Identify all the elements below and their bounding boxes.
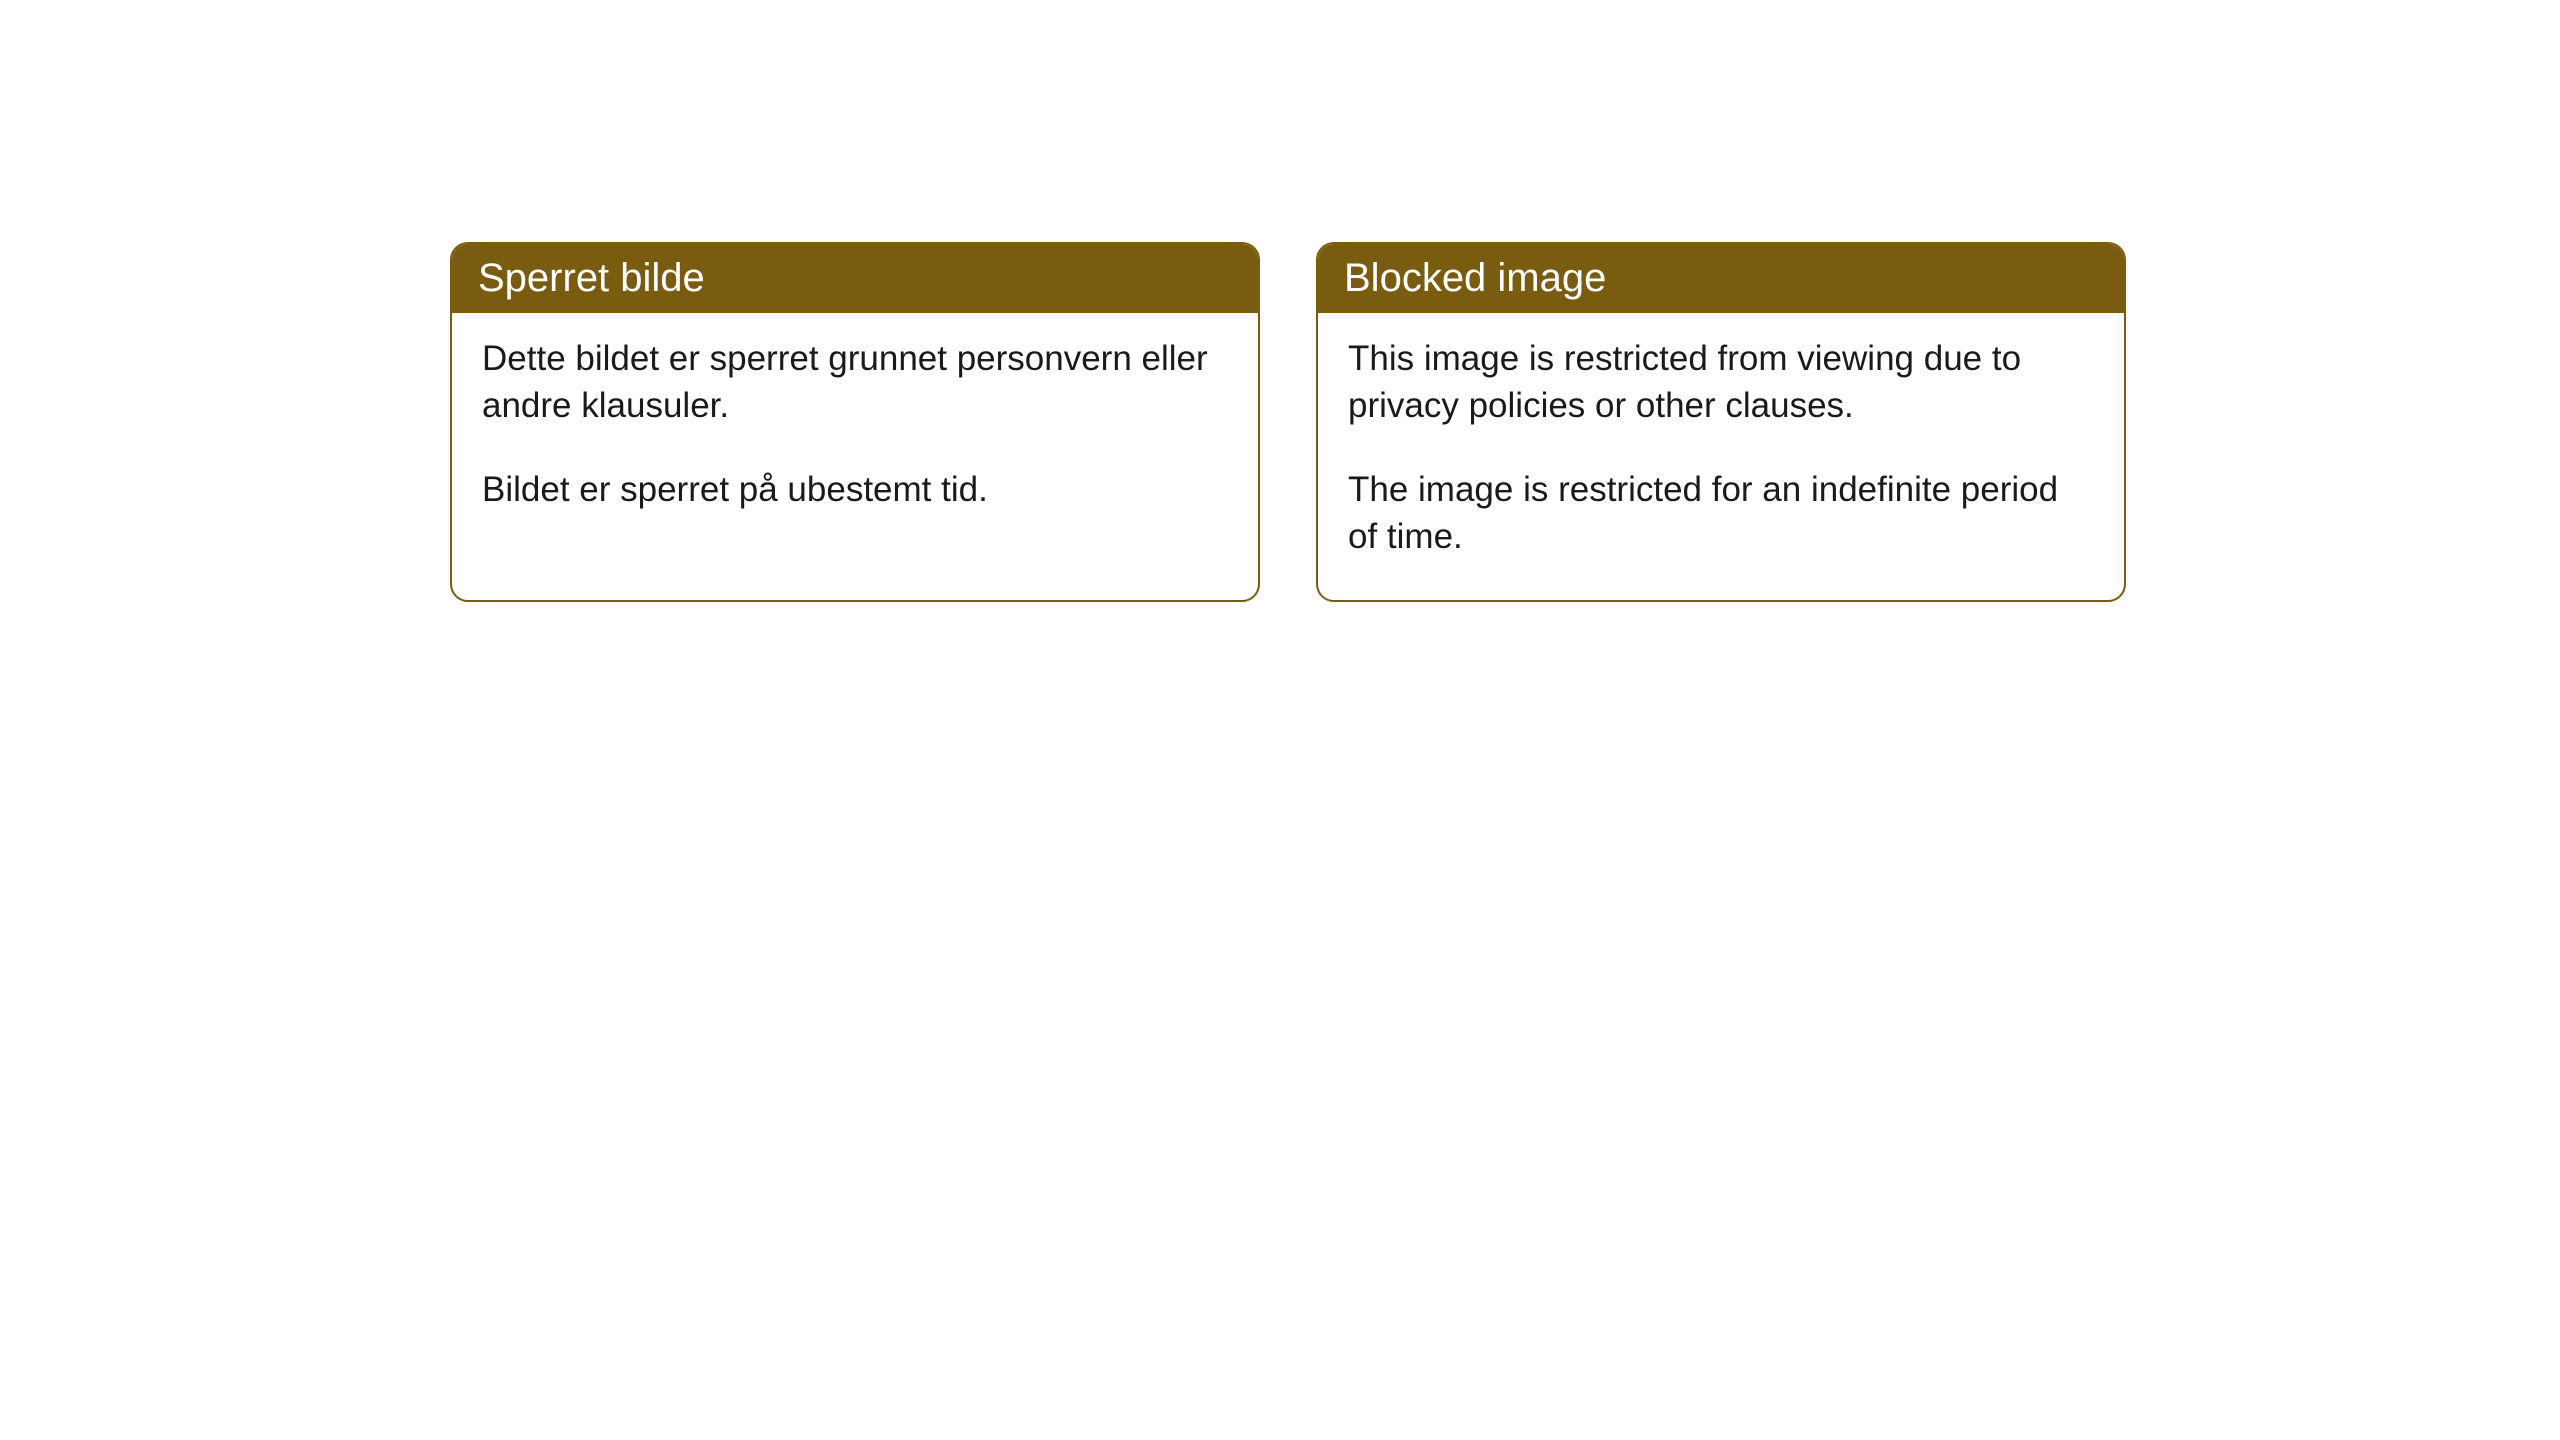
card-body: Dette bildet er sperret grunnet personve… — [452, 313, 1258, 581]
card-header: Blocked image — [1318, 244, 2124, 313]
blocked-image-card-en: Blocked image This image is restricted f… — [1316, 242, 2126, 602]
card-paragraph: Dette bildet er sperret grunnet personve… — [482, 335, 1228, 430]
card-paragraph: This image is restricted from viewing du… — [1348, 335, 2094, 430]
card-body: This image is restricted from viewing du… — [1318, 313, 2124, 600]
blocked-image-card-no: Sperret bilde Dette bildet er sperret gr… — [450, 242, 1260, 602]
card-paragraph: The image is restricted for an indefinit… — [1348, 466, 2094, 561]
notice-cards-container: Sperret bilde Dette bildet er sperret gr… — [0, 0, 2560, 602]
card-header: Sperret bilde — [452, 244, 1258, 313]
card-paragraph: Bildet er sperret på ubestemt tid. — [482, 466, 1228, 513]
